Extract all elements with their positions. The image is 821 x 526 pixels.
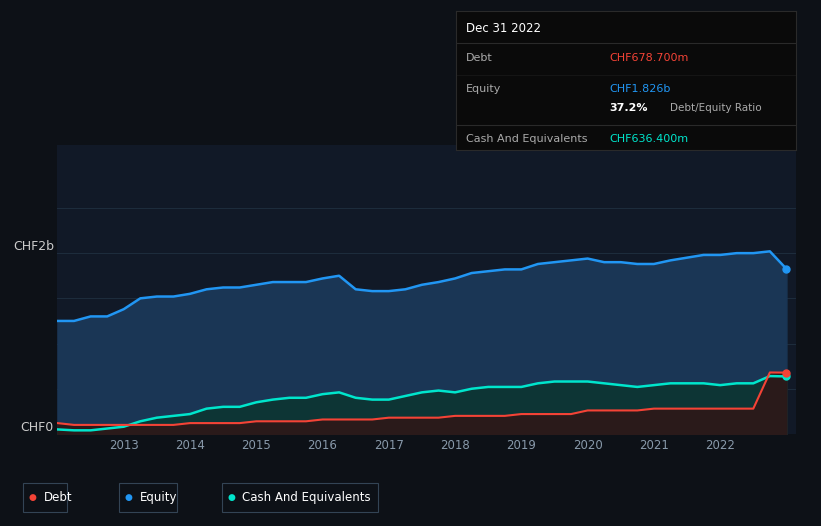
Text: Debt: Debt <box>466 53 493 63</box>
Text: 37.2%: 37.2% <box>609 103 648 113</box>
Text: ●: ● <box>227 492 236 502</box>
Text: Dec 31 2022: Dec 31 2022 <box>466 22 541 35</box>
Text: CHF678.700m: CHF678.700m <box>609 53 688 63</box>
Text: Cash And Equivalents: Cash And Equivalents <box>242 491 371 503</box>
Text: Debt/Equity Ratio: Debt/Equity Ratio <box>670 103 762 113</box>
Text: ●: ● <box>29 492 37 502</box>
Text: Equity: Equity <box>140 491 177 503</box>
Text: Debt: Debt <box>44 491 72 503</box>
Text: Equity: Equity <box>466 84 502 94</box>
Text: ●: ● <box>125 492 133 502</box>
Text: CHF2b: CHF2b <box>13 240 54 253</box>
Text: Cash And Equivalents: Cash And Equivalents <box>466 134 587 144</box>
Text: CHF636.400m: CHF636.400m <box>609 134 688 144</box>
Text: CHF1.826b: CHF1.826b <box>609 84 671 94</box>
Text: CHF0: CHF0 <box>21 421 54 434</box>
